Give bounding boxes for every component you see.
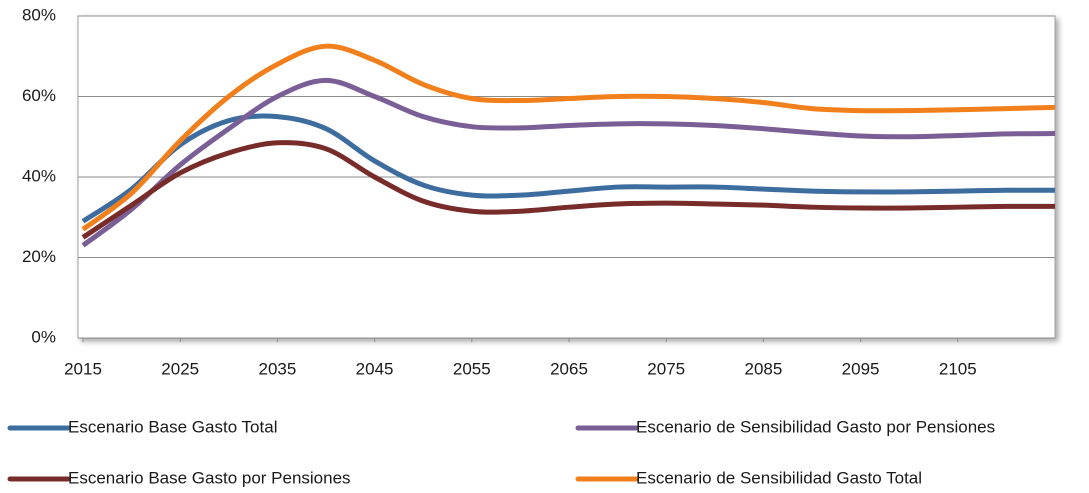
y-tick-label: 60%	[22, 86, 56, 105]
legend-label: Escenario de Sensibilidad Gasto Total	[636, 468, 922, 487]
x-tick-label: 2095	[842, 359, 880, 378]
x-tick-label: 2065	[550, 359, 588, 378]
legend-label: Escenario Base Gasto Total	[68, 417, 277, 436]
legend-label: Escenario Base Gasto por Pensiones	[68, 468, 351, 487]
y-tick-label: 20%	[22, 247, 56, 266]
x-tick-label: 2045	[356, 359, 394, 378]
series-line	[81, 43, 1056, 232]
legend-label: Escenario de Sensibilidad Gasto por Pens…	[636, 417, 995, 436]
series-line	[81, 113, 1056, 224]
y-tick-label: 0%	[31, 327, 56, 346]
x-tick-label: 2105	[939, 359, 977, 378]
x-tick-label: 2015	[64, 359, 102, 378]
y-tick-label: 80%	[22, 5, 56, 24]
series-line	[81, 140, 1056, 240]
x-tick-label: 2035	[258, 359, 296, 378]
x-tick-label: 2085	[744, 359, 782, 378]
x-tick-label: 2025	[161, 359, 199, 378]
y-tick-label: 40%	[22, 166, 56, 185]
series-line	[81, 77, 1056, 248]
x-tick-label: 2075	[647, 359, 685, 378]
x-tick-label: 2055	[453, 359, 491, 378]
